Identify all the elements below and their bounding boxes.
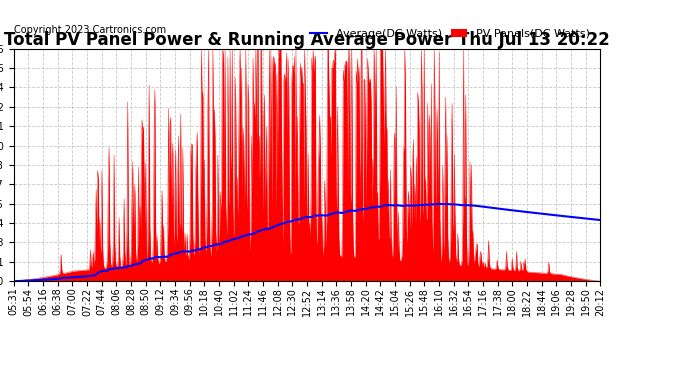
Text: Copyright 2023 Cartronics.com: Copyright 2023 Cartronics.com	[14, 25, 166, 35]
Legend: Average(DC Watts), PV Panels(DC Watts): Average(DC Watts), PV Panels(DC Watts)	[306, 24, 595, 43]
Title: Total PV Panel Power & Running Average Power Thu Jul 13 20:22: Total PV Panel Power & Running Average P…	[4, 31, 610, 49]
